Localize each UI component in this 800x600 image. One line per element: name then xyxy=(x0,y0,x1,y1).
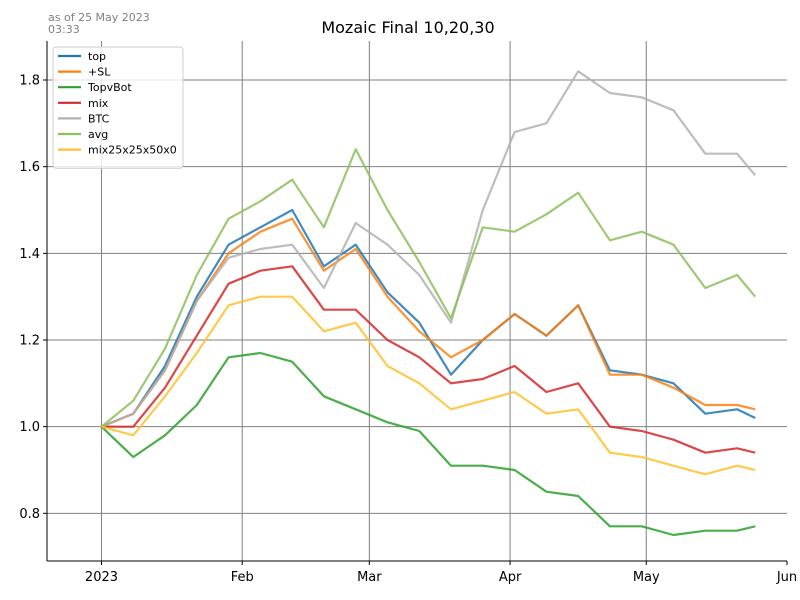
series-line-btc xyxy=(101,70,757,428)
series-line-avg xyxy=(100,148,757,428)
asof-date: as of 25 May 2023 xyxy=(48,11,150,24)
series-line-top xyxy=(101,208,756,428)
y-tick-label: 1.8 xyxy=(19,74,40,89)
y-tick-label: 1.2 xyxy=(19,334,40,349)
legend-label: mix xyxy=(88,97,109,110)
x-tick-label: Jun xyxy=(776,570,797,585)
series-lines xyxy=(100,70,757,537)
legend-label: BTC xyxy=(88,112,110,125)
series-line-mix25x25x50x0 xyxy=(101,295,756,476)
asof-stamp: as of 25 May 2023 03:33 xyxy=(48,12,150,36)
legend-label: avg xyxy=(88,128,108,141)
legend-label: mix25x25x50x0 xyxy=(88,144,177,157)
legend: top +SL TopvBot mix BTC avg mix25x25x50x0 xyxy=(52,46,184,169)
grid xyxy=(47,41,787,561)
y-tick-label: 0.8 xyxy=(19,507,40,522)
asof-time: 03:33 xyxy=(48,23,80,36)
y-tick-label: 1.0 xyxy=(19,420,40,435)
axes: 0.8 1.0 1.2 1.4 1.6 1.8 2023 Feb Mar Apr May Jun xyxy=(19,41,797,585)
series-line--sl xyxy=(101,217,756,428)
x-tick-label: Feb xyxy=(231,570,254,585)
x-tick-label: 2023 xyxy=(85,570,118,585)
series-line-mix xyxy=(101,265,756,454)
x-tick-label: May xyxy=(633,570,660,585)
y-tick-label: 1.4 xyxy=(19,247,40,262)
legend-box xyxy=(52,46,184,169)
legend-label: top xyxy=(88,50,106,63)
series-line-topvbot xyxy=(100,351,756,537)
y-tick-label: 1.6 xyxy=(19,160,40,175)
chart-title: Mozaic Final 10,20,30 xyxy=(321,18,494,37)
x-tick-label: Mar xyxy=(357,570,382,585)
legend-label: TopvBot xyxy=(87,81,132,94)
legend-label: +SL xyxy=(88,66,111,79)
x-tick-label: Apr xyxy=(499,570,522,585)
